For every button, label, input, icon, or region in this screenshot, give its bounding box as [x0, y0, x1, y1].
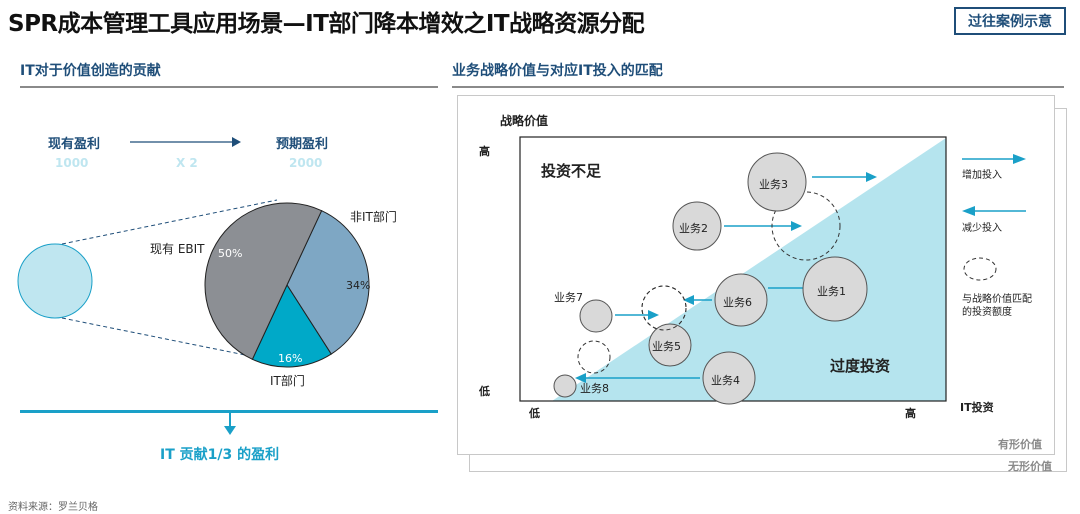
- it-contribution-conclusion: IT 贡献1/3 的盈利: [160, 447, 280, 463]
- bubble-biz6: [714, 273, 768, 327]
- pie-chart: [204, 202, 370, 368]
- arrow-right-icon: [866, 172, 877, 182]
- over-invest-region: [552, 138, 946, 401]
- flow-arrow-head: [232, 137, 241, 147]
- ebit-label: 现有 EBIT: [150, 242, 205, 256]
- y-axis-low: 低: [479, 385, 490, 398]
- ebit-diagram: [17, 137, 370, 368]
- arrow-right-icon: [791, 221, 802, 231]
- legend-match-label-1: 与战略价值匹配: [962, 294, 1032, 305]
- pie-slice-it: [251, 283, 332, 368]
- legend-increase-arrow-icon: [1013, 154, 1026, 164]
- tangible-value-label: 有形价值: [998, 438, 1042, 451]
- small-ebit-circle: [17, 243, 93, 319]
- legend-decrease-arrow-icon: [962, 206, 975, 216]
- bubble-biz1: [802, 256, 868, 322]
- over-invest-label: 过度投资: [830, 357, 891, 375]
- left-section-divider: [20, 86, 438, 88]
- target-circle-biz5-overlay: [641, 285, 687, 331]
- legend-match-label-2: 的投资额度: [962, 307, 1012, 318]
- right-section-title: 业务战略价值与对应IT投入的匹配: [452, 63, 663, 79]
- biz5-label: 业务5: [652, 340, 681, 353]
- biz4-label: 业务4: [711, 374, 740, 387]
- bubble-biz2: [672, 201, 722, 251]
- past-cases-button[interactable]: 过往案例示意: [954, 7, 1066, 35]
- it-contribution-bar: [20, 410, 438, 413]
- legend-decrease-label: 减少投入: [962, 223, 1002, 234]
- non-it-label: 非IT部门: [350, 210, 397, 224]
- it-label: IT部门: [270, 374, 305, 388]
- expected-profit-label: 预期盈利: [276, 137, 329, 152]
- bubble-biz4: [702, 351, 756, 405]
- zoom-line-bottom: [61, 317, 261, 359]
- biz3-label: 业务3: [759, 178, 788, 191]
- legend-target-circle-icon: [963, 257, 997, 281]
- pie-slice-ebit: [204, 202, 323, 361]
- left-section-title: IT对于价值创造的贡献: [20, 63, 161, 79]
- arrow-right-icon: [648, 310, 659, 320]
- target-circle-biz3: [771, 191, 841, 261]
- bubble-biz7: [579, 299, 613, 333]
- arrow-left-icon: [683, 295, 694, 305]
- bubble-biz3: [747, 152, 807, 212]
- y-axis-label: 战略价值: [500, 114, 549, 128]
- biz1-label: 业务1: [817, 285, 846, 298]
- multiplier-label: X 2: [176, 156, 198, 170]
- pie-label-non-it: 34%: [346, 279, 371, 292]
- right-section-divider: [452, 86, 1064, 88]
- bubble-biz8: [553, 374, 577, 398]
- x-axis-high: 高: [905, 407, 916, 420]
- biz2-label: 业务2: [679, 222, 708, 235]
- pie-slice-non-it: [286, 209, 370, 355]
- biz7-label: 业务7: [554, 291, 583, 304]
- x-axis-low: 低: [529, 407, 540, 420]
- page-title: SPR成本管理工具应用场景—IT部门降本增效之IT战略资源分配: [8, 11, 645, 37]
- x-axis-label: IT投资: [960, 401, 994, 414]
- pie-label-ebit: 50%: [218, 247, 243, 260]
- biz6-label: 业务6: [723, 296, 752, 309]
- arrow-left-icon: [575, 373, 586, 383]
- y-axis-high: 高: [479, 145, 490, 158]
- under-invest-label: 投资不足: [541, 162, 602, 180]
- pie-label-it: 16%: [278, 352, 303, 365]
- zoom-line-top: [61, 199, 278, 245]
- expected-profit-value: 2000: [289, 156, 323, 170]
- legend-increase-label: 增加投入: [962, 170, 1002, 181]
- intangible-value-label: 无形价值: [1008, 460, 1052, 473]
- source-note: 资料来源：罗兰贝格: [8, 502, 98, 513]
- target-circle-biz8: [577, 340, 611, 374]
- current-profit-value: 1000: [55, 156, 89, 170]
- biz8-label: 业务8: [580, 382, 609, 395]
- down-arrow-icon: [224, 413, 236, 435]
- current-profit-label: 现有盈利: [48, 137, 101, 152]
- bubble-biz5: [648, 323, 692, 367]
